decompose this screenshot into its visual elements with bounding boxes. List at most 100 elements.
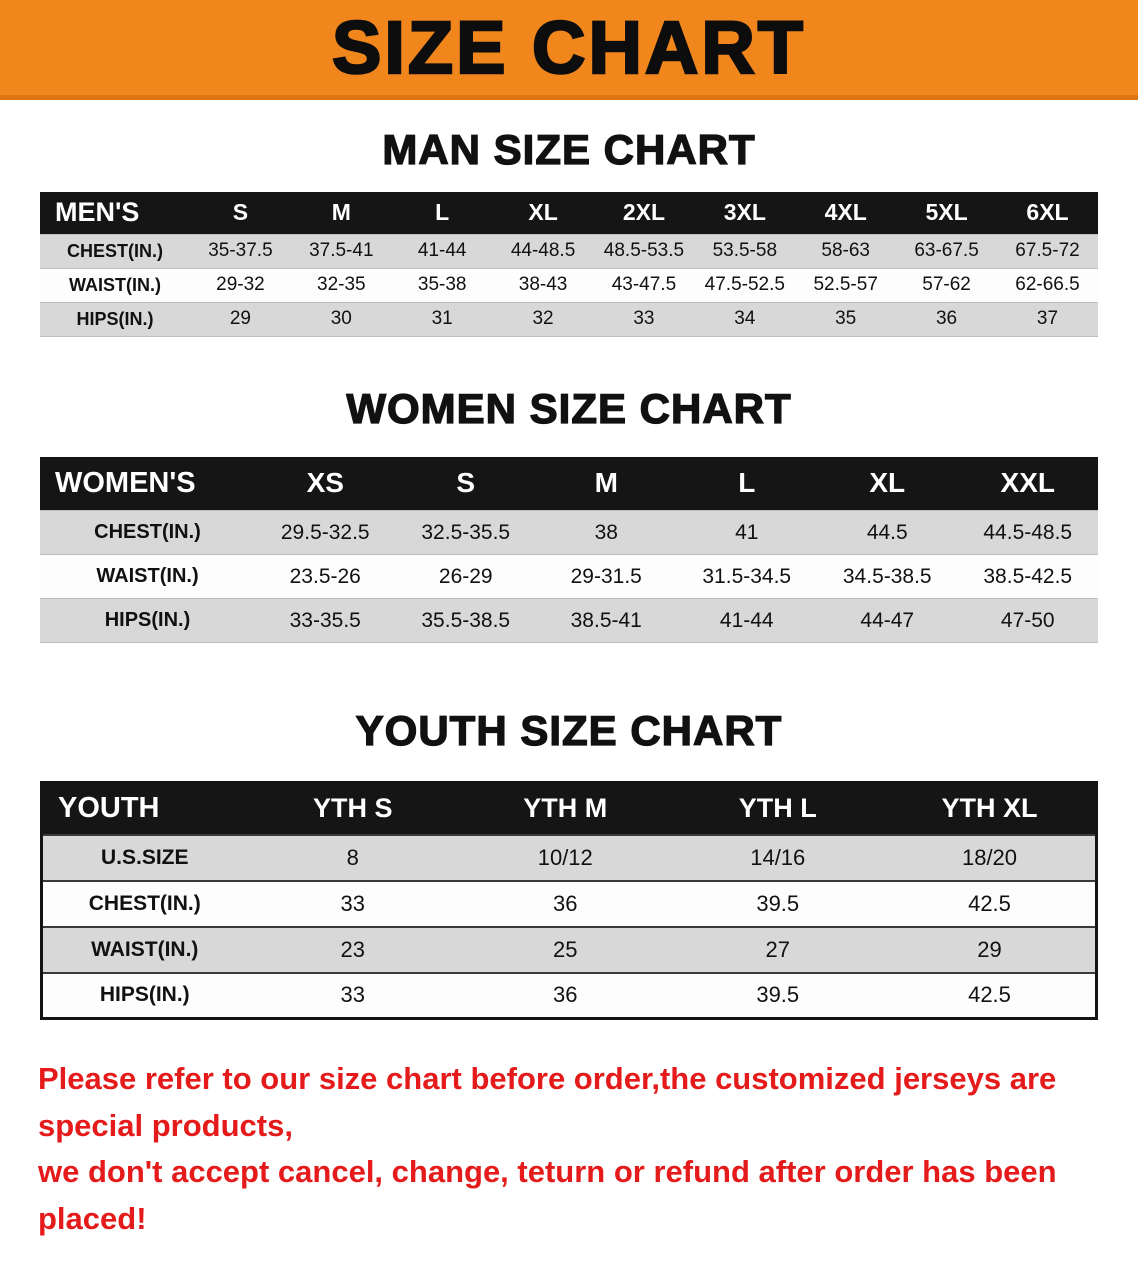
- col-header: YTH L: [671, 782, 884, 835]
- men-header-row: MEN'S S M L XL 2XL 3XL 4XL 5XL 6XL: [40, 192, 1098, 234]
- size-cell: 48.5-53.5: [603, 240, 685, 261]
- col-header: L: [676, 456, 817, 511]
- size-cell: 18/20: [961, 844, 1018, 870]
- size-cell: 35: [835, 308, 857, 329]
- size-cell: 38.5-42.5: [983, 564, 1073, 588]
- footer-line-1: Please refer to our size chart before or…: [38, 1061, 1057, 1143]
- col-header: S: [395, 456, 536, 511]
- size-cell: 53.5-58: [712, 240, 778, 261]
- size-cell: 29: [229, 308, 251, 329]
- size-cell: 34: [734, 308, 756, 329]
- row-label: CHEST(IN.): [88, 891, 201, 915]
- table-row: CHEST(IN.) 33 36 39.5 42.5: [41, 880, 1097, 927]
- col-header: XL: [817, 456, 958, 511]
- size-cell: 29: [977, 936, 1002, 962]
- women-corner-label: WOMEN'S: [40, 456, 255, 511]
- row-label: U.S.SIZE: [100, 845, 189, 869]
- youth-corner-label: YOUTH: [41, 782, 247, 835]
- size-cell: 34.5-38.5: [842, 564, 932, 588]
- table-row: HIPS(IN.) 29 30 31 32 33 34 35 36 37: [40, 302, 1098, 336]
- size-cell: 35-37.5: [208, 240, 273, 261]
- size-cell: 23.5-26: [289, 564, 361, 588]
- row-label: CHEST(IN.): [94, 521, 201, 543]
- size-cell: 35.5-38.5: [421, 608, 511, 632]
- col-header: 5XL: [896, 192, 997, 234]
- col-header: XXL: [957, 456, 1098, 511]
- size-cell: 29.5-32.5: [280, 520, 370, 544]
- col-header: YTH M: [459, 782, 672, 835]
- table-row: WAIST(IN.) 23 25 27 29: [41, 926, 1097, 973]
- size-cell: 42.5: [968, 890, 1011, 916]
- size-cell: 38.5-41: [570, 608, 642, 632]
- size-cell: 38: [594, 520, 618, 544]
- size-cell: 57-62: [922, 274, 971, 295]
- size-cell: 26-29: [438, 564, 493, 588]
- size-cell: 38-43: [518, 274, 568, 295]
- size-cell: 39.5: [756, 890, 800, 916]
- table-row: HIPS(IN.) 33 36 39.5 42.5: [41, 972, 1097, 1019]
- size-cell: 25: [553, 936, 578, 962]
- size-cell: 36: [553, 890, 578, 916]
- size-cell: 35-38: [417, 274, 467, 295]
- footer-line-2: we don't accept cancel, change, teturn o…: [38, 1154, 1057, 1236]
- col-header: YTH S: [246, 782, 459, 835]
- size-cell: 44-47: [860, 608, 915, 632]
- size-cell: 31: [431, 308, 453, 329]
- size-cell: 41-44: [719, 608, 774, 632]
- footer-note: Please refer to our size chart before or…: [0, 1056, 1138, 1262]
- size-cell: 47.5-52.5: [704, 274, 785, 295]
- col-header: XL: [492, 192, 594, 234]
- size-cell: 31.5-34.5: [702, 564, 792, 588]
- size-cell: 23: [340, 936, 365, 962]
- size-cell: 41: [735, 520, 759, 544]
- size-cell: 36: [935, 308, 958, 329]
- men-section-heading: MAN SIZE CHART: [382, 125, 756, 173]
- size-cell: 33: [340, 890, 365, 916]
- men-corner-label: MEN'S: [40, 192, 190, 234]
- banner-title: SIZE CHART: [331, 5, 806, 89]
- size-cell: 33-35.5: [289, 608, 361, 632]
- table-row: CHEST(IN.) 35-37.5 37.5-41 41-44 44-48.5…: [40, 234, 1098, 268]
- size-cell: 33: [633, 308, 655, 329]
- size-cell: 29-32: [216, 274, 265, 295]
- men-size-table: MEN'S S M L XL 2XL 3XL 4XL 5XL 6XL CHEST…: [40, 192, 1098, 337]
- col-header: M: [290, 192, 392, 234]
- size-cell: 37: [1036, 308, 1059, 329]
- size-cell: 44.5-48.5: [983, 520, 1073, 544]
- size-cell: 47-50: [1000, 608, 1055, 632]
- col-header: 3XL: [694, 192, 796, 234]
- table-row: WAIST(IN.) 23.5-26 26-29 29-31.5 31.5-34…: [40, 554, 1098, 599]
- col-header: L: [391, 192, 493, 234]
- size-cell: 32.5-35.5: [421, 520, 511, 544]
- size-cell: 14/16: [750, 844, 806, 870]
- size-cell: 27: [765, 936, 790, 962]
- size-cell: 42.5: [968, 982, 1011, 1008]
- row-label: WAIST(IN.): [91, 937, 199, 961]
- table-row: HIPS(IN.) 33-35.5 35.5-38.5 38.5-41 41-4…: [40, 598, 1098, 643]
- row-label: WAIST(IN.): [96, 565, 199, 587]
- size-cell: 44.5: [866, 520, 908, 544]
- col-header: 2XL: [593, 192, 695, 234]
- size-cell: 58-63: [821, 240, 870, 261]
- women-size-table: WOMEN'S XS S M L XL XXL CHEST(IN.) 29.5-…: [40, 456, 1098, 644]
- women-header-row: WOMEN'S XS S M L XL XXL: [40, 456, 1098, 511]
- youth-section-heading: YOUTH SIZE CHART: [355, 706, 783, 754]
- size-cell: 52.5-57: [813, 274, 878, 295]
- size-cell: 63-67.5: [914, 240, 979, 261]
- size-cell: 30: [330, 308, 352, 329]
- size-cell: 10/12: [537, 844, 593, 870]
- size-cell: 33: [340, 982, 365, 1008]
- row-label: HIPS(IN.): [76, 308, 154, 329]
- size-cell: 62-66.5: [1015, 274, 1080, 295]
- size-chart-banner: SIZE CHART: [0, 0, 1138, 100]
- table-row: CHEST(IN.) 29.5-32.5 32.5-35.5 38 41 44.…: [40, 510, 1098, 555]
- col-header: 4XL: [795, 192, 897, 234]
- table-row: U.S.SIZE 8 10/12 14/16 18/20: [41, 834, 1097, 881]
- row-label: WAIST(IN.): [69, 274, 161, 295]
- row-label: HIPS(IN.): [104, 609, 191, 631]
- row-label: CHEST(IN.): [67, 240, 163, 261]
- size-cell: 41-44: [417, 240, 467, 261]
- row-label: HIPS(IN.): [99, 983, 190, 1007]
- col-header: S: [190, 192, 291, 234]
- size-cell: 32-35: [317, 274, 366, 295]
